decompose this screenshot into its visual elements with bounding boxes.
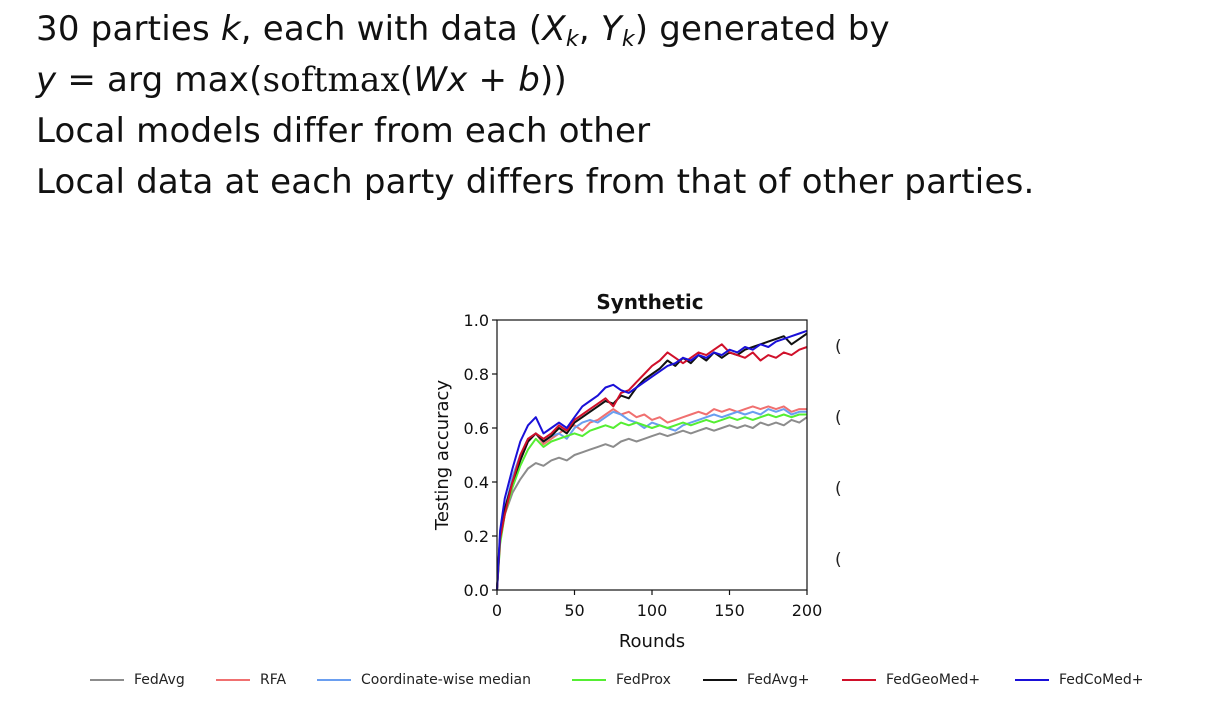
legend-label: FedAvg (134, 672, 185, 688)
slide-line-3: Local models differ from each other (36, 111, 651, 151)
legend-item-rfa: RFA (216, 668, 286, 692)
x-tick-label: 150 (714, 601, 745, 620)
chart-title: Synthetic (596, 290, 703, 314)
legend-swatch (216, 679, 250, 681)
legend-label: FedCoMed+ (1059, 672, 1144, 688)
legend-item-fedcomed-plus: FedCoMed+ (1015, 668, 1143, 692)
legend: FedAvg RFA Coordinate-wise median FedPro… (0, 668, 1208, 692)
series-line-fedgeomed- (496, 343, 808, 591)
text-argmax: = arg max( (56, 60, 263, 100)
series-line-fedavg- (496, 332, 808, 591)
text-comma: , (578, 9, 601, 49)
subscript-k: k (565, 27, 579, 52)
series-line-fedavg (496, 416, 808, 591)
y-tick-label: 0.8 (464, 365, 489, 384)
legend-swatch (1015, 679, 1049, 681)
legend-label: FedProx (616, 672, 671, 688)
text-close-paren: )) (539, 60, 567, 100)
legend-item-fedavg-plus: FedAvg+ (703, 668, 809, 692)
legend-swatch (572, 679, 606, 681)
y-tick-label: 0.4 (464, 473, 489, 492)
x-tick-label: 0 (492, 601, 502, 620)
var-b: b (518, 60, 540, 100)
var-x: x (447, 60, 468, 100)
x-tick-label: 100 (637, 601, 668, 620)
y-tick-label: 0.2 (464, 527, 489, 546)
legend-label: FedGeoMed+ (886, 672, 981, 688)
cut-glyph: ( (835, 550, 842, 570)
x-axis-label: Rounds (619, 631, 685, 652)
slide-line-1: 30 parties k, each with data (Xk, Yk) ge… (36, 4, 1035, 55)
var-Y: Y (600, 9, 622, 49)
slide-line-4: Local data at each party differs from th… (36, 162, 1035, 202)
var-k: k (220, 9, 241, 49)
y-axis-label: Testing accuracy (432, 380, 453, 532)
legend-swatch (90, 679, 124, 681)
x-tick-label: 50 (564, 601, 584, 620)
legend-label: RFA (260, 672, 287, 688)
x-tick-label: 200 (792, 601, 823, 620)
legend-item-fedavg: FedAvg (90, 668, 185, 692)
cut-glyph: ( (835, 479, 842, 499)
legend-item-fedprox: FedProx (572, 668, 671, 692)
slide-text: 30 parties k, each with data (Xk, Yk) ge… (36, 4, 1035, 208)
series-line-rfa (496, 405, 807, 591)
subscript-k-2: k (621, 27, 635, 52)
y-tick-label: 1.0 (464, 311, 489, 330)
y-tick-label: 0.0 (464, 581, 489, 600)
var-X: X (542, 9, 566, 49)
y-tick-label: 0.6 (464, 419, 489, 438)
text-paren: ( (399, 60, 414, 100)
var-y: y (36, 60, 57, 100)
plot-area: 0 50 100 150 200 0.0 0.2 0.4 0.6 0.8 1.0 (464, 311, 823, 620)
text-each-with-data: , each with data ( (240, 9, 543, 49)
text-parties: 30 parties (36, 9, 221, 49)
legend-swatch (317, 679, 351, 681)
legend-item-fedgeomed-plus: FedGeoMed+ (842, 668, 980, 692)
cut-glyph: ( (835, 337, 842, 357)
legend-swatch (703, 679, 737, 681)
text-plus: + (467, 60, 519, 100)
legend-item-coordinate-wise-median: Coordinate-wise median (317, 668, 531, 692)
text-generated-by: ) generated by (634, 9, 890, 49)
slide-line-2: y = arg max(softmax(Wx + b)) (36, 55, 1035, 106)
legend-swatch (842, 679, 876, 681)
var-W: W (413, 60, 448, 100)
series-line-fedprox (496, 413, 807, 591)
legend-label: Coordinate-wise median (361, 672, 531, 688)
legend-label: FedAvg+ (747, 672, 810, 688)
series-line-fedcomed- (496, 329, 808, 591)
cut-glyph: ( (835, 408, 842, 428)
text-softmax: softmax (262, 60, 400, 100)
